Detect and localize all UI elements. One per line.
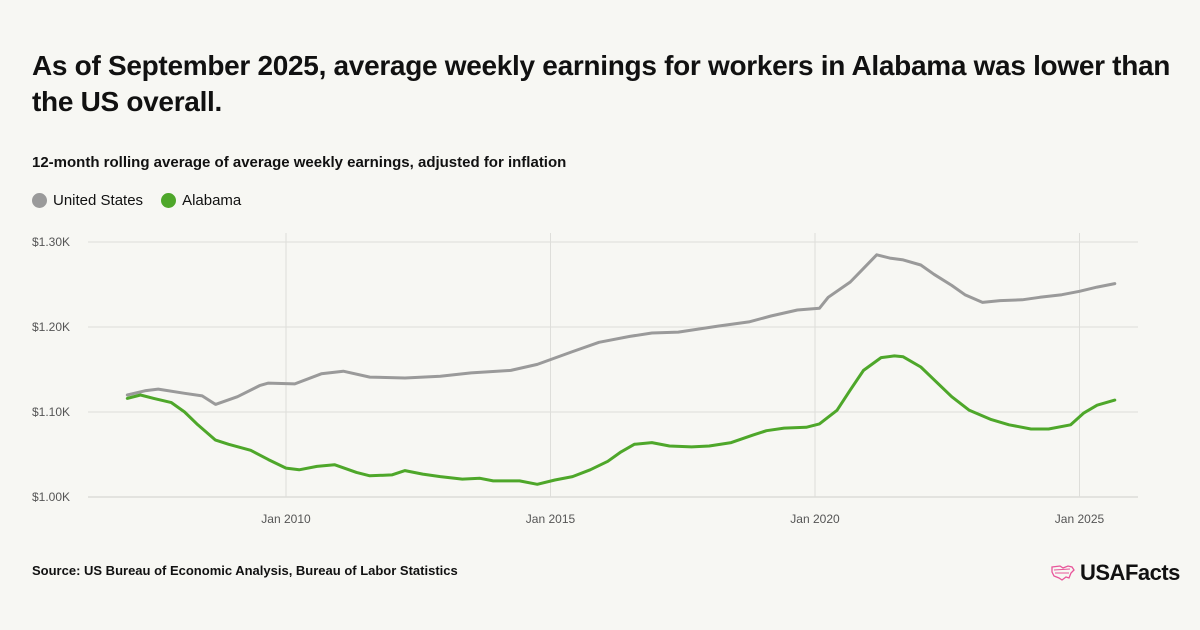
- chart-title: As of September 2025, average weekly ear…: [32, 50, 1171, 117]
- source-note: Source: US Bureau of Economic Analysis, …: [32, 563, 458, 578]
- legend-item-united-states[interactable]: United States: [32, 192, 143, 209]
- y-tick-label: $1.10K: [32, 405, 70, 419]
- series-line-alabama: [125, 354, 1117, 486]
- legend: United States Alabama: [32, 192, 241, 209]
- x-tick-label: Jan 2020: [790, 512, 840, 526]
- chart-subtitle: 12-month rolling average of average week…: [32, 154, 567, 171]
- y-tick-label: $1.30K: [32, 235, 70, 249]
- x-tick-label: Jan 2015: [526, 512, 576, 526]
- y-tick-label: $1.00K: [32, 490, 70, 504]
- logo-text: USAFacts: [1080, 560, 1180, 585]
- legend-label: United States: [53, 192, 144, 209]
- usafacts-logo[interactable]: USAFacts: [1050, 560, 1180, 586]
- series-line-united-states: [125, 253, 1117, 406]
- y-tick-label: $1.20K: [32, 320, 70, 334]
- legend-swatch-alabama: [161, 193, 177, 208]
- x-tick-label: Jan 2010: [261, 512, 311, 526]
- legend-label: Alabama: [182, 192, 242, 209]
- legend-item-alabama[interactable]: Alabama: [161, 192, 241, 209]
- us-map-icon: [1051, 565, 1075, 581]
- x-tick-label: Jan 2025: [1055, 512, 1105, 526]
- legend-swatch-united-states: [32, 193, 47, 208]
